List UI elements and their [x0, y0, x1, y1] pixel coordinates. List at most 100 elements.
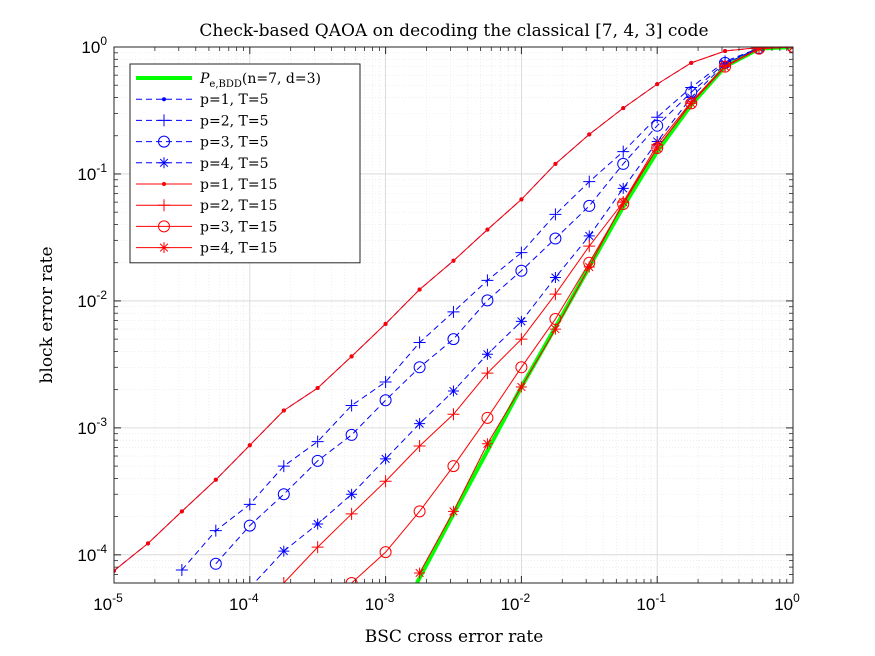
- legend-label: p=2, T=5: [200, 113, 268, 129]
- legend-label-main: P: [199, 71, 210, 87]
- marker-plus: [158, 199, 170, 212]
- y-axis-label: block error rate: [37, 246, 57, 383]
- x-tick-label-base: 10: [636, 595, 655, 614]
- marker-plus: [379, 475, 392, 488]
- marker-plus: [549, 288, 562, 301]
- marker-plus: [549, 208, 562, 221]
- marker-circle: [345, 428, 358, 441]
- marker-circle: [515, 361, 528, 374]
- legend-entry-3: p=3, T=5: [136, 135, 268, 151]
- x-tick-label-exponent: -4: [248, 591, 259, 605]
- legend-entry-6: p=2, T=15: [136, 198, 277, 214]
- x-tick-label-exponent: -1: [655, 591, 666, 605]
- x-tick-label-base: 10: [774, 595, 793, 614]
- marker-star: [481, 438, 493, 450]
- marker-star: [158, 157, 170, 169]
- legend-label: p=4, T=15: [200, 241, 277, 257]
- marker-circle: [345, 577, 358, 583]
- y-tick-label-base: 10: [77, 419, 96, 438]
- marker-dot: [553, 161, 558, 166]
- y-tick-label-base: 10: [77, 292, 96, 311]
- marker-plus: [685, 81, 698, 94]
- legend-entry-4: p=4, T=5: [136, 156, 268, 172]
- marker-plus: [481, 367, 494, 380]
- marker-dot: [162, 182, 166, 186]
- marker-circle: [549, 232, 562, 245]
- marker-circle: [311, 454, 324, 467]
- marker-dot: [281, 408, 286, 413]
- marker-circle: [481, 294, 494, 307]
- chart-title: Check-based QAOA on decoding the classic…: [199, 21, 708, 41]
- marker-star: [549, 271, 561, 283]
- series-3: [209, 47, 793, 570]
- legend: Pe,BDD(n=7, d=3) p=1, T=5 p=2, T=5 p=3, T=5…: [129, 63, 361, 264]
- marker-star: [753, 47, 765, 55]
- y-tick-label-base: 10: [77, 165, 96, 184]
- marker-dot: [383, 321, 388, 326]
- axis-ticks: 10-5 10-4 10-3 10-2 10-1 10010-410-310-210-11…: [77, 34, 800, 614]
- marker-circle: [481, 411, 494, 424]
- legend-entry-0: Pe,BDD(n=7, d=3): [136, 71, 321, 90]
- marker-plus: [243, 498, 256, 511]
- marker-plus: [481, 274, 494, 287]
- marker-circle: [583, 199, 596, 212]
- marker-star: [312, 518, 324, 530]
- y-tick-label: 10-2: [77, 288, 107, 311]
- plot-area-border: [113, 46, 794, 584]
- marker-plus: [311, 541, 324, 554]
- marker-star: [617, 182, 629, 194]
- marker-star: [583, 230, 595, 242]
- marker-dot: [587, 132, 592, 137]
- marker-dot: [655, 82, 660, 87]
- marker-circle: [243, 519, 256, 532]
- legend-entry-1: p=1, T=5: [136, 92, 268, 108]
- x-tick-label: 10-4: [229, 591, 259, 614]
- marker-circle: [413, 361, 426, 374]
- marker-plus: [515, 333, 528, 346]
- marker-star: [414, 567, 426, 579]
- marker-circle: [617, 157, 630, 170]
- marker-dot: [349, 354, 354, 359]
- legend-label: p=3, T=15: [200, 219, 277, 235]
- marker-dot: [621, 106, 626, 111]
- marker-star: [651, 142, 663, 154]
- legend-label-rest: (n=7, d=3): [242, 71, 321, 87]
- marker-dot: [723, 49, 728, 54]
- marker-circle: [447, 333, 460, 346]
- marker-dot: [417, 287, 422, 292]
- marker-circle: [515, 264, 528, 277]
- legend-label: Pe,BDD(n=7, d=3): [199, 71, 321, 90]
- marker-plus: [158, 114, 170, 127]
- marker-star: [583, 261, 595, 273]
- marker-dot: [451, 258, 456, 263]
- marker-plus: [277, 577, 290, 583]
- x-tick-label-exponent: -5: [112, 591, 123, 605]
- series-5: [114, 47, 793, 573]
- y-tick-label-base: 10: [81, 38, 100, 57]
- marker-circle: [277, 488, 290, 501]
- y-tick-label-exponent: -3: [96, 415, 107, 429]
- marker-plus: [379, 375, 392, 388]
- marker-star: [278, 545, 290, 557]
- marker-star: [685, 97, 697, 109]
- y-tick-label: 10-1: [77, 161, 107, 184]
- x-tick-label-base: 10: [229, 595, 248, 614]
- marker-circle: [413, 505, 426, 518]
- legend-label-sub: e,BDD: [209, 79, 241, 90]
- marker-dot: [146, 541, 151, 546]
- marker-dot: [689, 60, 694, 65]
- legend-entry-8: p=4, T=15: [136, 241, 277, 257]
- marker-dot: [315, 386, 320, 391]
- y-tick-label-exponent: 0: [100, 34, 107, 48]
- marker-star: [617, 196, 629, 208]
- y-tick-label-exponent: -4: [96, 542, 107, 556]
- marker-star: [481, 348, 493, 360]
- marker-star: [414, 418, 426, 430]
- marker-plus: [413, 439, 426, 452]
- y-tick-label-exponent: -2: [96, 288, 107, 302]
- marker-plus: [345, 507, 358, 520]
- marker-circle: [447, 460, 460, 473]
- x-axis-label: BSC cross error rate: [365, 627, 544, 647]
- x-tick-label-base: 10: [365, 595, 384, 614]
